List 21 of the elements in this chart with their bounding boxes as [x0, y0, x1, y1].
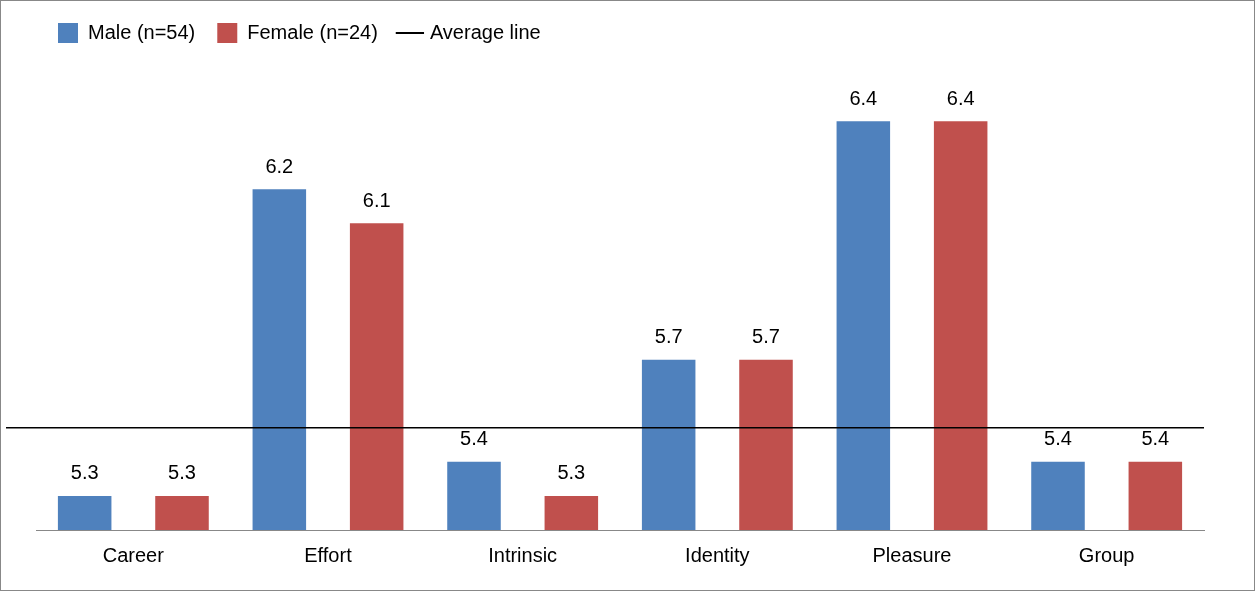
x-tick-label: Identity [685, 543, 750, 566]
data-label: 5.7 [654, 325, 683, 348]
data-label: 5.3 [70, 461, 99, 484]
data-label: 5.4 [1044, 427, 1072, 450]
legend-label: Average line [429, 20, 541, 43]
x-tick-label: Effort [304, 543, 353, 566]
data-label: 5.3 [168, 461, 196, 484]
data-label: 6.1 [362, 188, 391, 211]
data-label: 6.4 [946, 86, 975, 109]
x-tick-label: Career [102, 543, 165, 566]
x-tick-label: Group [1078, 543, 1135, 566]
data-label: 5.4 [1141, 427, 1170, 450]
data-label: 6.2 [265, 154, 294, 177]
data-label: 5.3 [557, 461, 586, 484]
legend-label: Male (n=54) [88, 20, 196, 43]
x-tick-label: Intrinsic [488, 543, 558, 566]
data-label: 6.4 [849, 86, 878, 109]
data-label: 5.7 [752, 325, 780, 348]
legend-label: Female (n=24) [247, 20, 378, 43]
x-tick-label: Pleasure [872, 543, 952, 566]
data-label: 5.4 [460, 427, 488, 450]
